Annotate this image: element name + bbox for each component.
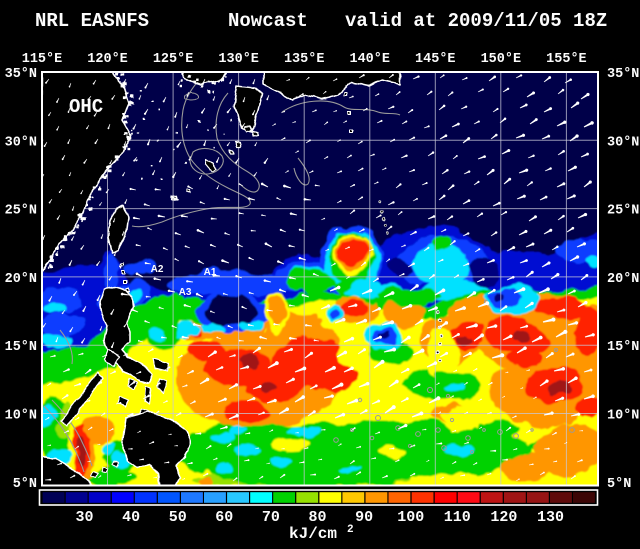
svg-text:20°N: 20°N xyxy=(607,272,639,287)
svg-text:30°N: 30°N xyxy=(607,135,639,150)
svg-text:A3: A3 xyxy=(179,287,192,298)
svg-text:90: 90 xyxy=(355,509,373,526)
svg-text:2: 2 xyxy=(347,524,354,536)
svg-text:30°N: 30°N xyxy=(5,135,37,150)
svg-text:OHC: OHC xyxy=(69,96,103,118)
svg-text:115°E: 115°E xyxy=(22,52,63,67)
svg-text:valid at 2009/11/05 18Z: valid at 2009/11/05 18Z xyxy=(345,10,607,32)
svg-text:kJ/cm: kJ/cm xyxy=(289,525,337,543)
svg-text:80: 80 xyxy=(308,509,326,526)
svg-text:35°N: 35°N xyxy=(607,67,639,82)
svg-text:70: 70 xyxy=(262,509,280,526)
svg-text:35°N: 35°N xyxy=(5,67,37,82)
svg-text:130: 130 xyxy=(537,509,564,526)
svg-text:150°E: 150°E xyxy=(481,52,522,67)
svg-text:A2: A2 xyxy=(151,264,164,275)
svg-text:155°E: 155°E xyxy=(546,52,587,67)
svg-text:60: 60 xyxy=(215,509,233,526)
svg-text:A1: A1 xyxy=(204,267,217,278)
svg-text:20°N: 20°N xyxy=(5,272,37,287)
svg-text:120: 120 xyxy=(490,509,517,526)
svg-text:Nowcast: Nowcast xyxy=(228,10,308,32)
svg-text:140°E: 140°E xyxy=(349,52,390,67)
svg-text:NRL EASNFS: NRL EASNFS xyxy=(35,10,149,32)
svg-text:125°E: 125°E xyxy=(153,52,194,67)
svg-text:120°E: 120°E xyxy=(87,52,128,67)
svg-text:40: 40 xyxy=(122,509,140,526)
svg-text:100: 100 xyxy=(397,509,424,526)
svg-text:130°E: 130°E xyxy=(218,52,259,67)
svg-text:10°N: 10°N xyxy=(5,409,37,424)
svg-text:135°E: 135°E xyxy=(284,52,325,67)
svg-text:15°N: 15°N xyxy=(607,340,639,355)
svg-text:10°N: 10°N xyxy=(607,409,639,424)
svg-text:145°E: 145°E xyxy=(415,52,456,67)
svg-text:25°N: 25°N xyxy=(607,204,639,219)
svg-text:5°N: 5°N xyxy=(607,477,631,492)
svg-text:50: 50 xyxy=(169,509,187,526)
svg-text:15°N: 15°N xyxy=(5,340,37,355)
svg-text:5°N: 5°N xyxy=(13,477,37,492)
svg-text:25°N: 25°N xyxy=(5,204,37,219)
svg-text:110: 110 xyxy=(444,509,471,526)
svg-text:30: 30 xyxy=(75,509,93,526)
